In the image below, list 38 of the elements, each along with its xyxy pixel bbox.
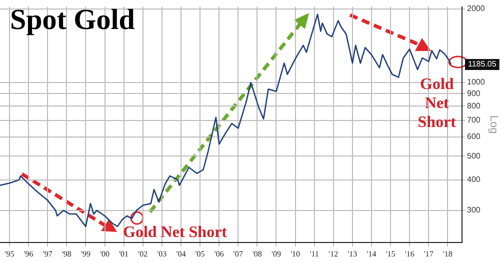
x-tick-label: '02 (138, 249, 148, 258)
x-tick-label: '95 (4, 249, 14, 258)
y-axis-title: Log (487, 115, 500, 134)
x-tick-label: '96 (24, 249, 34, 258)
x-tick-label: '08 (252, 249, 262, 258)
x-tick-label: '15 (386, 249, 396, 258)
x-tick-label: '05 (195, 249, 205, 258)
x-tick-label: '13 (348, 249, 358, 258)
x-tick-label: '16 (404, 249, 414, 258)
x-tick-label: '98 (62, 249, 72, 258)
x-tick-label: '12 (328, 249, 338, 258)
x-tick-label: '97 (42, 249, 52, 258)
annotation: Gold Net Short (123, 224, 228, 241)
x-tick-label: '00 (100, 249, 110, 258)
y-tick-label: 700 (467, 116, 481, 125)
x-tick-label: '04 (176, 249, 186, 258)
y-tick-label: 300 (467, 206, 481, 215)
x-tick-label: '07 (233, 249, 243, 258)
x-tick-label: '14 (366, 249, 376, 258)
y-tick-label: 900 (467, 88, 481, 98)
x-tick-label: '01 (119, 249, 129, 258)
x-tick-label: '10 (290, 249, 300, 258)
y-tick-label: 2000 (467, 4, 486, 14)
x-tick-label: '99 (81, 249, 90, 258)
annotation: Gold Net Short (418, 76, 457, 131)
y-tick-label: 1000 (467, 78, 486, 87)
x-tick-label: '03 (157, 249, 167, 258)
x-tick-label: '06 (214, 249, 224, 258)
annotation: 1185.05 (468, 60, 497, 69)
x-tick-label: '09 (272, 249, 281, 258)
y-tick-label: 600 (467, 132, 481, 141)
y-tick-label: 400 (467, 175, 481, 184)
x-tick-label: '11 (310, 249, 319, 258)
y-tick-label: 800 (467, 101, 481, 110)
x-tick-label: '18 (442, 249, 452, 258)
x-tick-label: '17 (424, 249, 434, 258)
y-tick-label: 500 (467, 151, 481, 160)
chart-title: Spot Gold (10, 4, 135, 37)
